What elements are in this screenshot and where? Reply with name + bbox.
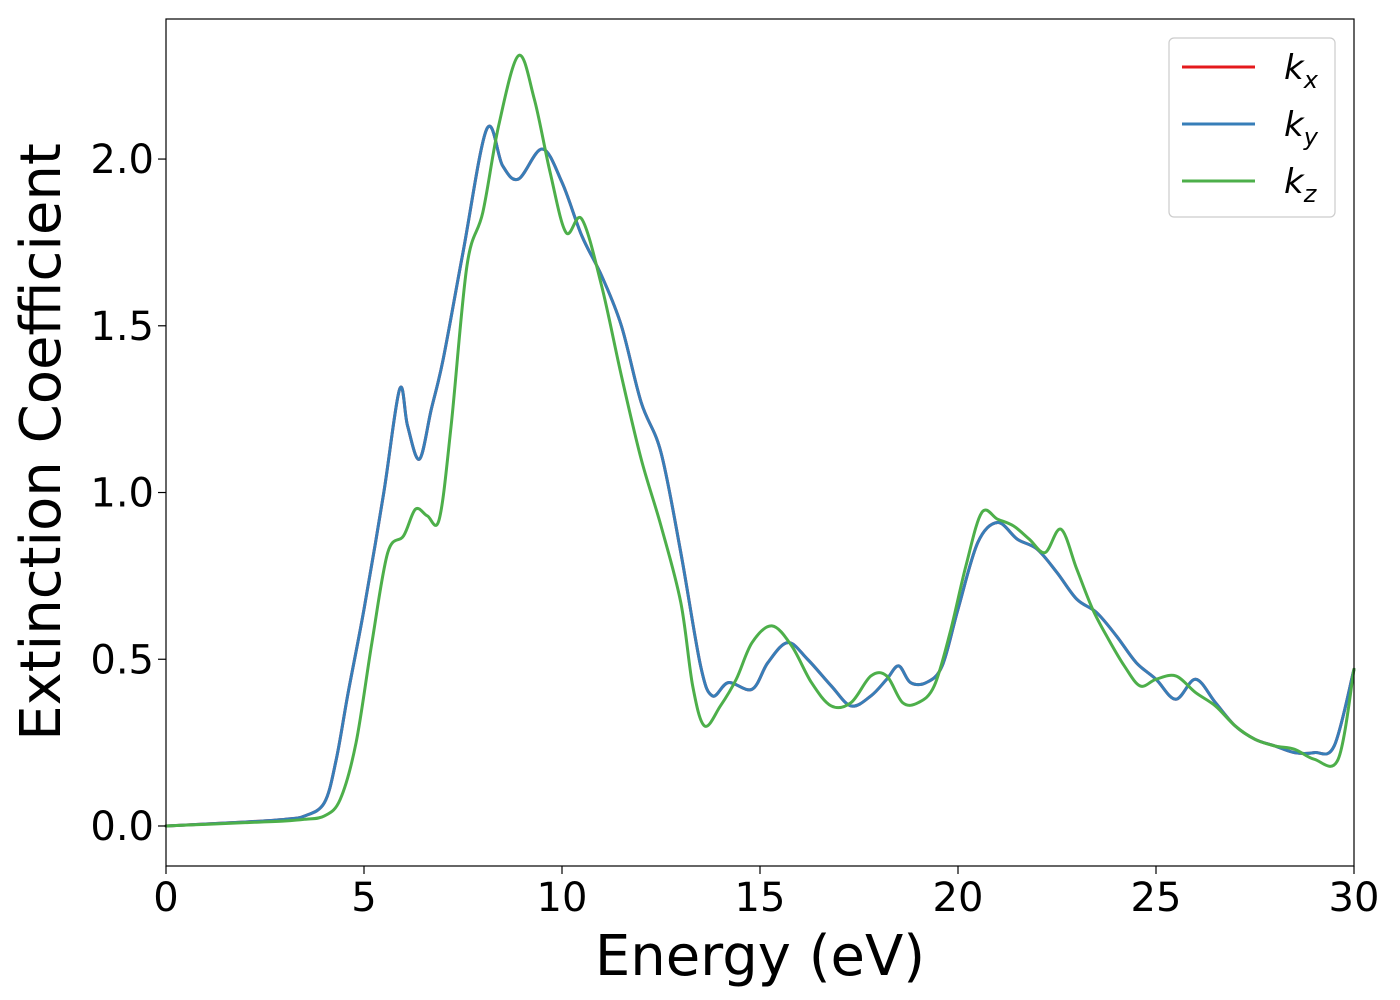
series-line-kz — [164, 53, 1356, 828]
y-tick-label: 1.0 — [90, 471, 154, 517]
y-tick-label: 0.5 — [90, 637, 154, 683]
x-tick-label: 0 — [153, 875, 178, 921]
series-line-ky — [164, 124, 1356, 828]
legend-label-kx: kx — [1284, 48, 1319, 94]
x-tick-label: 25 — [1131, 875, 1182, 921]
legend-label-ky: ky — [1284, 105, 1319, 151]
x-tick-label: 10 — [537, 875, 588, 921]
legend-box — [1168, 37, 1336, 218]
x-tick-label: 20 — [933, 875, 984, 921]
y-tick-label: 2.0 — [90, 137, 154, 183]
series-layer — [164, 53, 1356, 828]
y-tick-label: 1.5 — [90, 304, 154, 350]
x-axis-ticks: 0 5 10 15 20 25 30 — [153, 866, 1379, 921]
x-axis-title: Energy (eV) — [595, 924, 925, 989]
x-tick-label: 30 — [1329, 875, 1380, 921]
y-tick-label: 0.0 — [90, 804, 154, 850]
x-tick-label: 15 — [735, 875, 786, 921]
x-tick-label: 5 — [351, 875, 376, 921]
y-axis-ticks: 0.0 0.5 1.0 1.5 2.0 — [90, 137, 166, 850]
y-axis-title: Extinction Coefficient — [9, 143, 74, 741]
